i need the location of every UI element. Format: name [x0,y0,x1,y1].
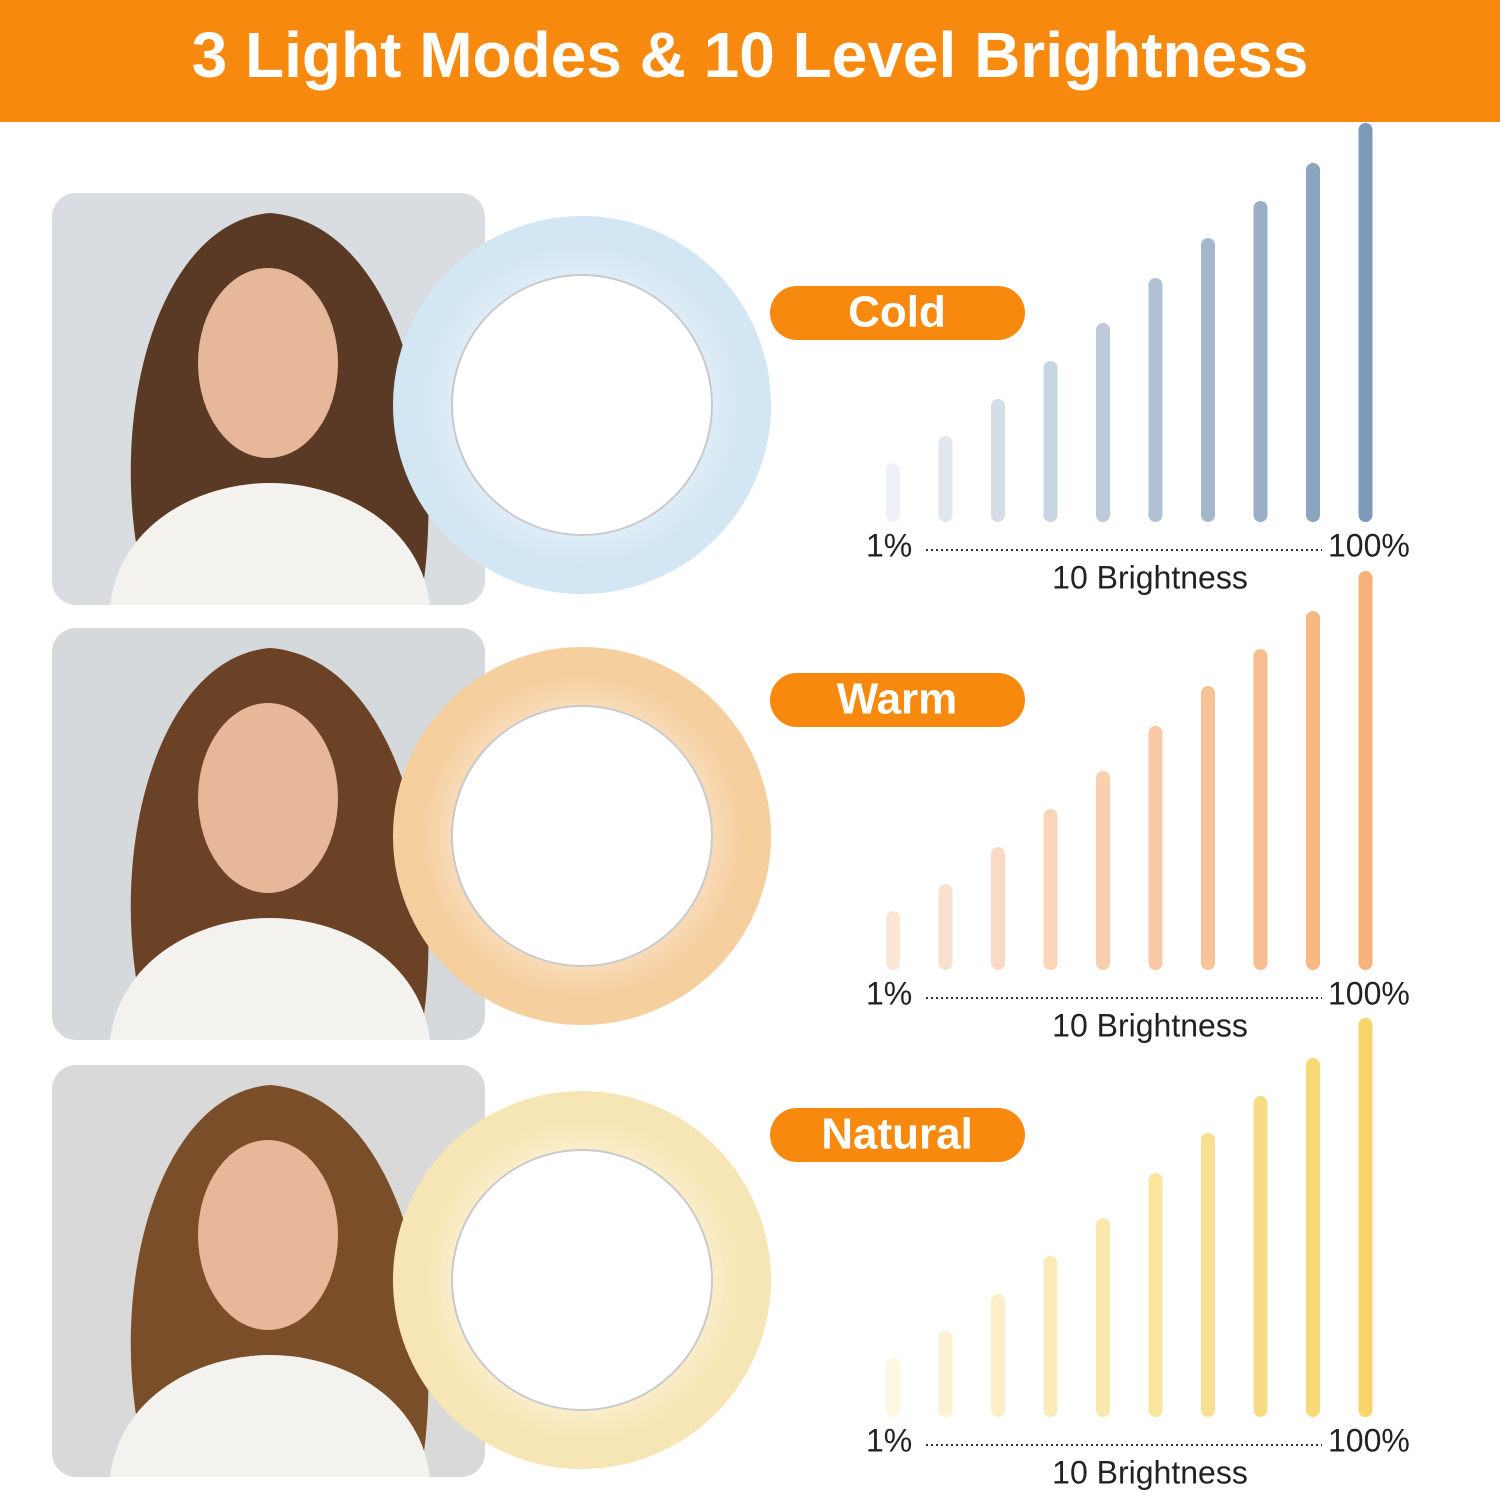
ring-light [393,216,771,594]
ring-mirror [451,1149,713,1411]
scale-caption: 10 Brightness [1052,1007,1248,1043]
ring-light [393,647,771,1025]
face [198,703,338,893]
sweater [110,1355,430,1477]
mode-panel: Natural 1% 100% 10 Brightness [52,1018,1410,1490]
max-label: 100% [1328,1422,1410,1458]
mode-label: Natural [821,1110,973,1159]
min-label: 1% [866,527,912,563]
sweater [110,483,430,605]
scale-caption: 10 Brightness [1052,559,1248,595]
header-band [0,0,1500,122]
max-label: 100% [1328,527,1410,563]
mode-badge [770,673,1025,727]
mode-panel: Cold 1% 100% 10 Brightness [52,123,1410,605]
face [198,1140,338,1330]
mode-badge [770,286,1025,340]
min-label: 1% [866,975,912,1011]
mode-badge [770,1108,1025,1162]
sweater [110,918,430,1040]
ring-light [393,1091,771,1469]
mode-panel: Warm 1% 100% 10 Brightness [52,571,1410,1043]
ring-mirror [451,705,713,967]
scale-caption: 10 Brightness [1052,1454,1248,1490]
min-label: 1% [866,1422,912,1458]
ring-mirror [451,274,713,536]
max-label: 100% [1328,975,1410,1011]
mode-label: Warm [837,675,958,724]
header-title: 3 Light Modes & 10 Level Brightness [192,19,1309,91]
face [198,268,338,458]
mode-label: Cold [848,288,946,337]
